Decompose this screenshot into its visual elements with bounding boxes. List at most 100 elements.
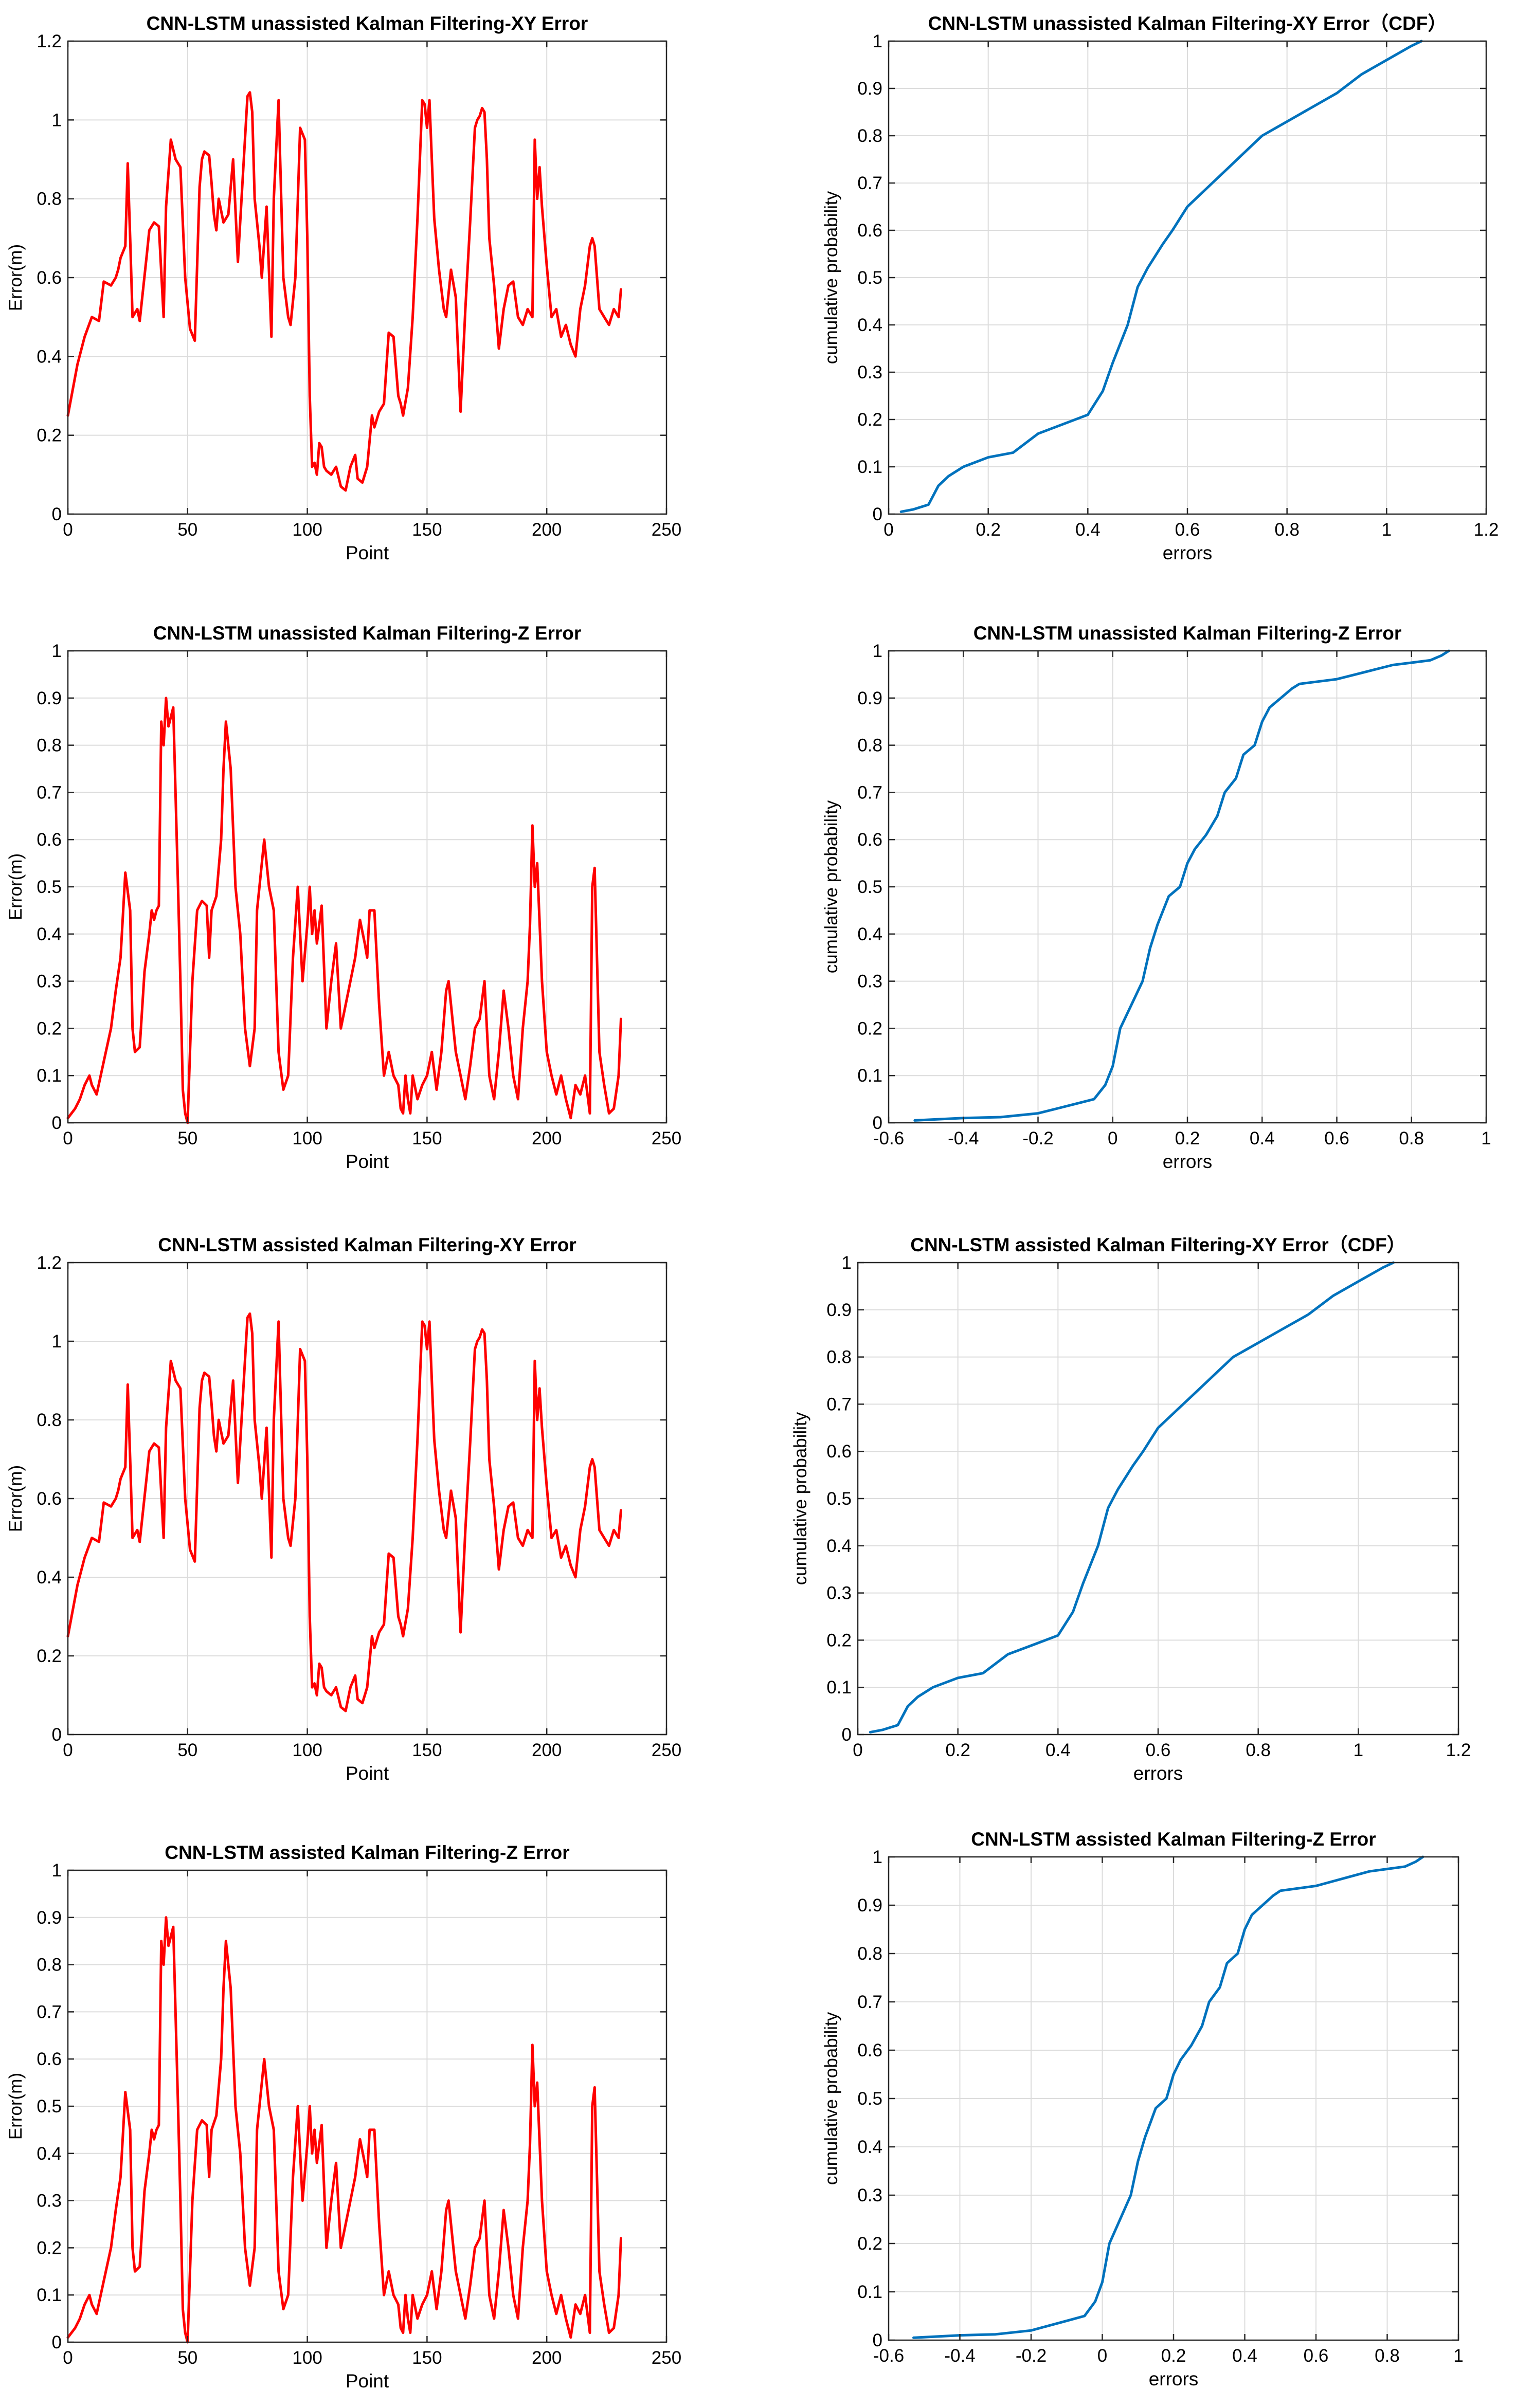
x-tick-label: 0 (883, 520, 893, 540)
y-tick-label: 0.8 (857, 126, 882, 146)
x-tick-label: 0.8 (1375, 2346, 1400, 2366)
y-tick-label: 0.5 (857, 268, 882, 288)
y-tick-label: 0.5 (37, 877, 62, 897)
y-tick-label: 0.2 (37, 426, 62, 446)
y-tick-label: 0.2 (37, 1646, 62, 1666)
x-tick-label: 150 (412, 1740, 442, 1760)
x-tick-label: 100 (292, 520, 322, 540)
y-tick-label: 0.1 (857, 457, 882, 477)
x-tick-label: 0.6 (1304, 2346, 1329, 2366)
y-tick-label: 0.1 (37, 2285, 62, 2305)
y-tick-label: 0.6 (857, 830, 882, 850)
x-axis-label: Point (346, 1763, 389, 1784)
y-tick-label: 1 (873, 641, 882, 661)
chart-title: CNN-LSTM unassisted Kalman Filtering-Z E… (973, 623, 1402, 644)
y-tick-label: 0.4 (857, 2137, 882, 2157)
chart-title: CNN-LSTM assisted Kalman Filtering-XY Er… (910, 1234, 1406, 1255)
y-tick-label: 0.2 (37, 1018, 62, 1038)
x-axis-label: Point (346, 1151, 389, 1172)
x-tick-label: 250 (652, 2348, 681, 2368)
x-tick-label: 250 (652, 1128, 681, 1148)
y-tick-label: 0.3 (37, 972, 62, 992)
chart-title: CNN-LSTM unassisted Kalman Filtering-XY … (147, 13, 588, 34)
x-tick-label: 1.2 (1474, 520, 1499, 540)
x-tick-label: 200 (532, 1128, 562, 1148)
x-axis-label: errors (1163, 542, 1213, 563)
y-tick-label: 0.7 (37, 782, 62, 802)
y-tick-label: 0 (52, 504, 62, 524)
y-tick-label: 0.1 (37, 1066, 62, 1086)
y-axis-label: cumulative probability (821, 800, 841, 973)
y-tick-label: 0.5 (826, 1489, 852, 1509)
y-tick-label: 0.4 (37, 346, 62, 367)
y-tick-label: 0.4 (37, 2144, 62, 2164)
x-tick-label: 0.4 (1250, 1128, 1275, 1148)
y-tick-label: 0.8 (37, 189, 62, 209)
chart-title: CNN-LSTM assisted Kalman Filtering-Z Err… (165, 1842, 569, 1863)
y-tick-label: 1 (842, 1253, 852, 1273)
y-tick-label: 0.6 (37, 268, 62, 288)
y-tick-label: 0.1 (857, 2282, 882, 2302)
y-tick-label: 0.7 (857, 173, 882, 193)
y-tick-label: 1 (52, 641, 62, 661)
x-tick-label: 1 (1453, 2346, 1463, 2366)
chart-title: CNN-LSTM assisted Kalman Filtering-Z Err… (971, 1829, 1376, 1850)
y-tick-label: 0.4 (37, 924, 62, 944)
y-tick-label: 1 (873, 31, 882, 51)
x-tick-label: 1.2 (1446, 1740, 1471, 1760)
y-tick-label: 0.5 (37, 2096, 62, 2117)
x-tick-label: -0.4 (944, 2346, 975, 2366)
x-tick-label: 0.8 (1246, 1740, 1271, 1760)
y-tick-label: 0.2 (857, 2234, 882, 2254)
y-tick-label: 0.8 (37, 1955, 62, 1975)
y-tick-label: 0 (842, 1725, 852, 1745)
y-tick-label: 0.5 (857, 877, 882, 897)
y-tick-label: 1.2 (37, 1253, 62, 1273)
y-tick-label: 0.6 (826, 1442, 852, 1462)
y-axis-label: cumulative probability (790, 1412, 810, 1585)
x-tick-label: 0 (1097, 2346, 1107, 2366)
x-axis-label: errors (1163, 1151, 1213, 1172)
x-tick-label: 0.2 (1161, 2346, 1186, 2366)
y-tick-label: 0.3 (826, 1583, 852, 1603)
y-tick-label: 0.8 (37, 736, 62, 756)
y-tick-label: 0.7 (37, 2002, 62, 2022)
series-line (869, 1261, 1395, 1734)
y-tick-label: 0.3 (37, 2191, 62, 2211)
x-tick-label: 0 (853, 1740, 862, 1760)
panel-p8: -0.6 -0.4 -0.2 0 0.2 0.4 0.6 0.8 1 0 0.1 0.2 0.3 0.4 0… (821, 1829, 1464, 2389)
x-tick-label: 1 (1354, 1740, 1363, 1760)
y-tick-label: 0.5 (857, 2089, 882, 2109)
x-tick-label: -0.2 (1022, 1128, 1053, 1148)
y-axis-label: Error(m) (6, 853, 26, 920)
y-tick-label: 1.2 (37, 31, 62, 51)
series-line (66, 697, 622, 1124)
x-tick-label: 0 (63, 520, 73, 540)
y-tick-label: 0.4 (37, 1567, 62, 1588)
y-tick-label: 0.3 (857, 362, 882, 382)
y-tick-label: 0 (52, 2332, 62, 2352)
x-tick-label: 0.2 (1175, 1128, 1200, 1148)
panel-p5: 0 50 100 150 200 250 0 0.2 0.4 0.6 0.8 1 1.2 CNN-LSTM… (6, 1234, 681, 1784)
x-tick-label: -0.4 (948, 1128, 979, 1148)
x-tick-label: 0 (63, 1128, 73, 1148)
x-tick-label: 100 (292, 1740, 322, 1760)
x-tick-label: 250 (652, 1740, 681, 1760)
y-tick-label: 0.7 (857, 1992, 882, 2012)
x-tick-label: -0.2 (1016, 2346, 1047, 2366)
y-tick-label: 0.2 (37, 2238, 62, 2258)
y-tick-label: 0.9 (857, 79, 882, 99)
y-tick-label: 0.6 (37, 2049, 62, 2069)
panel-p1: 0 50 100 150 200 250 0 0.2 0.4 0.6 0.8 1 1.2 CNN-LSTM… (6, 13, 681, 563)
x-tick-label: 200 (532, 1740, 562, 1760)
x-tick-label: 0.6 (1146, 1740, 1171, 1760)
x-tick-label: 0.2 (976, 520, 1001, 540)
series-line (66, 91, 622, 492)
y-tick-label: 0.9 (857, 1895, 882, 1916)
y-tick-label: 1 (52, 1331, 62, 1352)
y-axis-label: cumulative probability (821, 191, 841, 364)
x-tick-label: 0 (1108, 1128, 1117, 1148)
y-tick-label: 1 (873, 1847, 882, 1867)
y-tick-label: 0.2 (857, 1018, 882, 1038)
